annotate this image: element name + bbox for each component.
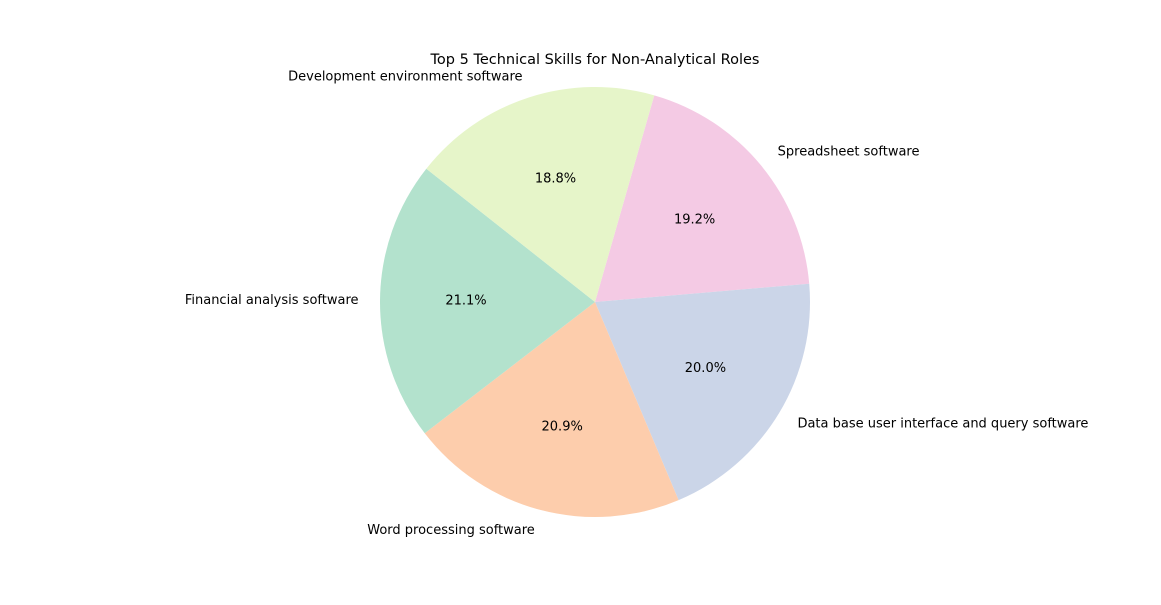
pie-percent-label-4: 21.1% — [445, 294, 486, 309]
pie-percent-label-1: 19.2% — [674, 213, 715, 228]
pie-category-label-4: Financial analysis software — [185, 293, 359, 308]
pie-category-label-1: Spreadsheet software — [778, 144, 920, 159]
pie-category-label-2: Data base user interface and query softw… — [797, 417, 1088, 432]
pie-slice-1 — [595, 95, 810, 302]
pie-labels: 19.2% Spreadsheet software 20.0% Data base … — [185, 69, 1089, 538]
pie-slice-3 — [424, 302, 679, 517]
pie-slice-4 — [380, 168, 595, 434]
pie-percent-label-2: 20.0% — [685, 361, 726, 376]
pie-slices — [380, 86, 811, 517]
pie-category-label-5: Development environment software — [288, 69, 522, 84]
pie-percent-label-3: 20.9% — [542, 419, 583, 434]
pie-category-label-3: Word processing software — [367, 523, 535, 538]
chart-title: Top 5 Technical Skills for Non-Analytica… — [430, 52, 760, 68]
pie-slice-5 — [426, 86, 655, 302]
pie-percent-label-5: 18.8% — [535, 172, 576, 187]
pie-slice-2 — [595, 283, 811, 501]
